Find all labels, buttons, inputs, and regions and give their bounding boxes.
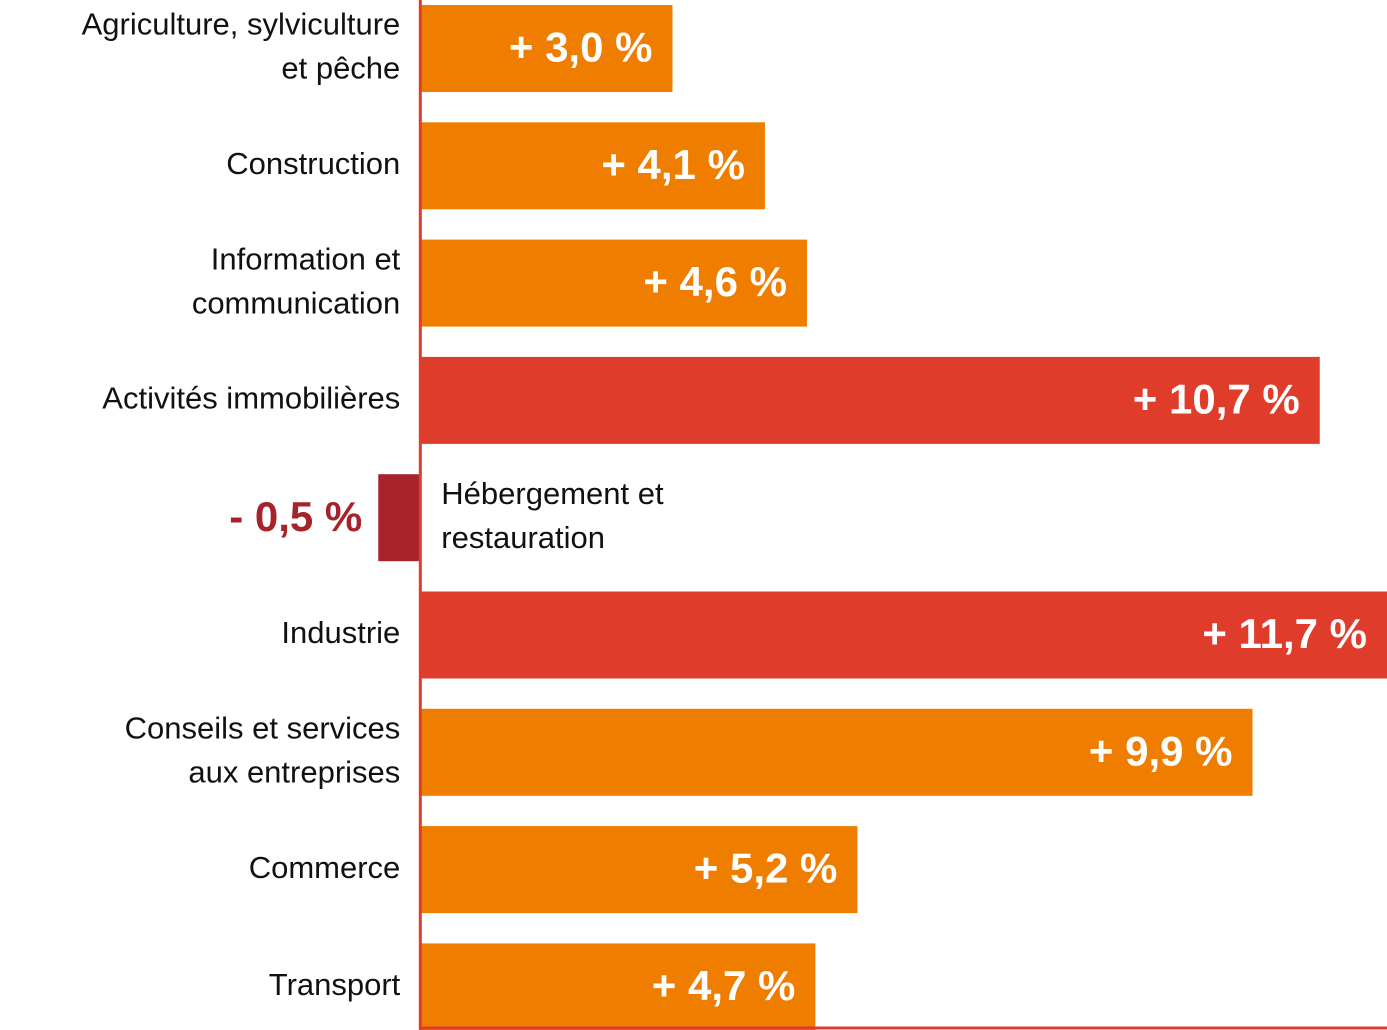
value-label: + 4,7 % <box>652 962 796 1009</box>
category-label: Activités immobilières <box>102 381 400 416</box>
bar <box>420 356 1320 444</box>
category-label: Commerce <box>249 850 401 885</box>
category-label: Conseils et services <box>125 710 401 745</box>
value-label: + 11,7 % <box>1202 610 1367 657</box>
category-label: Industrie <box>281 615 400 650</box>
value-label: + 5,2 % <box>694 845 838 892</box>
bar <box>420 826 858 914</box>
bar <box>420 591 1387 679</box>
value-label: + 10,7 % <box>1133 375 1300 422</box>
category-label: communication <box>192 285 400 320</box>
bar <box>420 239 807 327</box>
bar <box>420 122 765 210</box>
bar <box>420 943 816 1030</box>
category-label: Agriculture, sylviculture <box>82 7 401 42</box>
category-label: et pêche <box>281 51 400 86</box>
value-label: + 4,6 % <box>643 258 787 305</box>
category-label: Construction <box>226 146 400 181</box>
category-label: Information et <box>211 241 401 276</box>
value-label: + 3,0 % <box>509 24 653 71</box>
category-label: aux entreprises <box>188 754 400 789</box>
bar <box>378 474 421 562</box>
category-label: restauration <box>441 520 605 555</box>
value-label: + 4,1 % <box>601 141 745 188</box>
category-label: Hébergement et <box>441 476 664 511</box>
value-label: + 9,9 % <box>1089 727 1233 774</box>
bar <box>420 708 1253 796</box>
category-label: Transport <box>269 967 401 1002</box>
bar <box>420 5 673 92</box>
value-label: - 0,5 % <box>229 493 362 540</box>
